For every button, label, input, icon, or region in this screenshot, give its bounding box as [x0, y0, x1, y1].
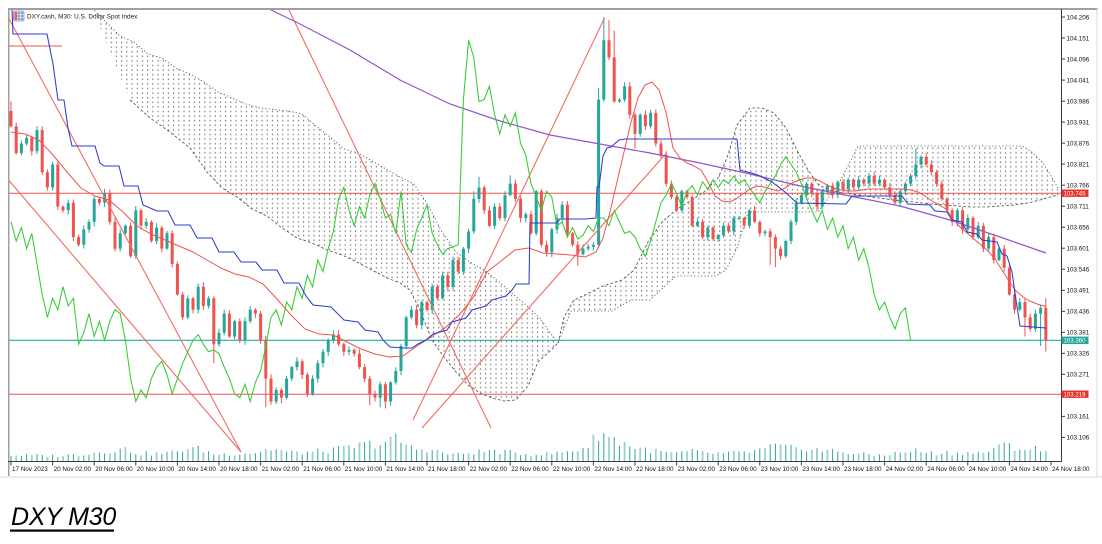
svg-text:17 Nov 2023: 17 Nov 2023 — [12, 466, 48, 473]
svg-text:24 Nov 18:00: 24 Nov 18:00 — [1052, 466, 1090, 473]
svg-text:21 Nov 18:00: 21 Nov 18:00 — [428, 466, 466, 473]
svg-text:103.161: 103.161 — [1067, 414, 1090, 421]
svg-text:24 Nov 02:00: 24 Nov 02:00 — [886, 466, 924, 473]
svg-text:103.271: 103.271 — [1067, 372, 1090, 379]
svg-text:24 Nov 10:00: 24 Nov 10:00 — [969, 466, 1007, 473]
svg-text:103.821: 103.821 — [1067, 161, 1090, 168]
svg-text:20 Nov 14:00: 20 Nov 14:00 — [178, 466, 216, 473]
svg-text:DXY.cash, M30: U.S. Dollar Sp: DXY.cash, M30: U.S. Dollar Spot Index — [27, 14, 138, 21]
svg-text:24 Nov 14:00: 24 Nov 14:00 — [1010, 466, 1048, 473]
svg-text:20 Nov 10:00: 20 Nov 10:00 — [137, 466, 175, 473]
svg-text:103.745: 103.745 — [1064, 191, 1087, 198]
svg-text:24 Nov 06:00: 24 Nov 06:00 — [927, 466, 965, 473]
svg-text:23 Nov 14:00: 23 Nov 14:00 — [802, 466, 840, 473]
svg-text:103.491: 103.491 — [1067, 288, 1090, 295]
svg-text:103.601: 103.601 — [1067, 246, 1090, 253]
svg-text:103.656: 103.656 — [1067, 225, 1090, 232]
svg-text:22 Nov 06:00: 22 Nov 06:00 — [511, 466, 549, 473]
svg-text:21 Nov 06:00: 21 Nov 06:00 — [303, 466, 341, 473]
svg-text:20 Nov 02:00: 20 Nov 02:00 — [54, 466, 92, 473]
svg-text:23 Nov 02:00: 23 Nov 02:00 — [678, 466, 716, 473]
svg-text:103.360: 103.360 — [1064, 338, 1087, 345]
svg-text:103.931: 103.931 — [1067, 119, 1090, 126]
svg-text:DXY M30: DXY M30 — [11, 503, 116, 531]
svg-text:23 Nov 18:00: 23 Nov 18:00 — [844, 466, 882, 473]
svg-text:22 Nov 10:00: 22 Nov 10:00 — [553, 466, 591, 473]
svg-text:23 Nov 10:00: 23 Nov 10:00 — [761, 466, 799, 473]
svg-text:104.041: 104.041 — [1067, 77, 1090, 84]
svg-text:103.219: 103.219 — [1064, 392, 1087, 399]
svg-text:20 Nov 06:00: 20 Nov 06:00 — [95, 466, 133, 473]
svg-text:103.381: 103.381 — [1067, 330, 1090, 337]
svg-text:103.436: 103.436 — [1067, 309, 1090, 316]
svg-text:20 Nov 18:00: 20 Nov 18:00 — [220, 466, 258, 473]
svg-text:103.766: 103.766 — [1067, 183, 1090, 190]
svg-text:22 Nov 18:00: 22 Nov 18:00 — [636, 466, 674, 473]
svg-text:104.206: 104.206 — [1067, 14, 1090, 21]
svg-text:103.876: 103.876 — [1067, 140, 1090, 147]
svg-text:103.711: 103.711 — [1067, 204, 1090, 211]
svg-text:103.326: 103.326 — [1067, 351, 1090, 358]
svg-text:103.986: 103.986 — [1067, 98, 1090, 105]
svg-text:23 Nov 06:00: 23 Nov 06:00 — [719, 466, 757, 473]
svg-text:22 Nov 14:00: 22 Nov 14:00 — [594, 466, 632, 473]
svg-text:21 Nov 14:00: 21 Nov 14:00 — [386, 466, 424, 473]
svg-text:103.106: 103.106 — [1067, 435, 1090, 442]
svg-text:21 Nov 02:00: 21 Nov 02:00 — [262, 466, 300, 473]
svg-text:104.151: 104.151 — [1067, 35, 1090, 42]
svg-text:21 Nov 10:00: 21 Nov 10:00 — [345, 466, 383, 473]
svg-text:22 Nov 02:00: 22 Nov 02:00 — [470, 466, 508, 473]
svg-text:104.096: 104.096 — [1067, 56, 1090, 63]
svg-text:103.546: 103.546 — [1067, 267, 1090, 274]
